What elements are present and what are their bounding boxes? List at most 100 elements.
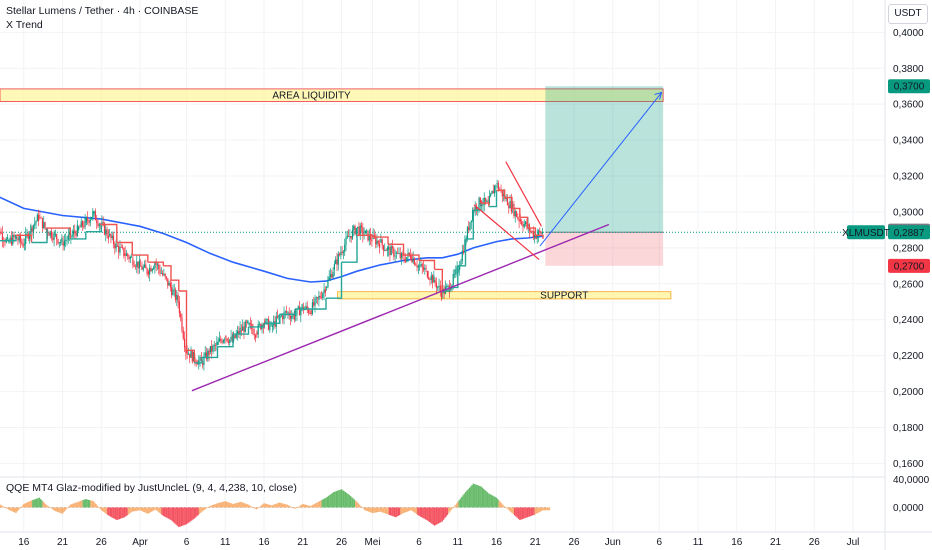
target-price-tag-text: 0,3700 bbox=[894, 82, 925, 93]
candle-body bbox=[28, 233, 31, 239]
qqe-histogram-bar bbox=[201, 507, 203, 512]
candle-body bbox=[136, 261, 138, 267]
candle-body bbox=[381, 239, 383, 246]
x-tick-label: 11 bbox=[453, 537, 464, 548]
qqe-histogram-bar bbox=[253, 507, 255, 509]
wedge-lower-line[interactable] bbox=[473, 204, 540, 261]
qqe-histogram-bar bbox=[117, 507, 119, 520]
projection-arrow[interactable] bbox=[539, 92, 662, 247]
candle-body bbox=[429, 279, 431, 280]
candle-body bbox=[93, 211, 95, 214]
qqe-histogram-bar bbox=[1, 505, 3, 508]
candle-body bbox=[173, 289, 175, 291]
qqe-histogram-bar bbox=[174, 507, 176, 524]
qqe-histogram-bar bbox=[442, 507, 445, 520]
qqe-histogram-bar bbox=[420, 507, 423, 518]
qqe-histogram-bar bbox=[458, 500, 460, 508]
qqe-histogram-bar bbox=[77, 501, 79, 508]
qqe-histogram-bar bbox=[83, 499, 86, 508]
qqe-histogram-bar bbox=[64, 507, 66, 511]
x-tick-label: 26 bbox=[336, 537, 348, 548]
candle-body bbox=[138, 260, 140, 269]
candle-body bbox=[524, 221, 527, 224]
y-tick-label: 0,2800 bbox=[893, 243, 924, 254]
qqe-histogram-bar bbox=[281, 503, 283, 508]
qqe-histogram-bar bbox=[457, 501, 459, 508]
qqe-histogram-bar bbox=[55, 507, 57, 512]
qqe-histogram-bar bbox=[211, 505, 214, 508]
candle-body bbox=[127, 253, 129, 257]
qqe-histogram-bar bbox=[12, 507, 15, 512]
qqe-histogram-bar bbox=[433, 507, 436, 526]
qqe-histogram-bar bbox=[290, 506, 292, 508]
qqe-histogram-bar bbox=[318, 501, 321, 508]
x-tick-label: Mei bbox=[364, 537, 380, 548]
candle-body bbox=[222, 340, 224, 343]
qqe-histogram-bar bbox=[480, 486, 482, 508]
qqe-histogram-bar bbox=[28, 501, 30, 508]
candle-body bbox=[506, 197, 509, 206]
qqe-histogram-bar bbox=[321, 499, 323, 508]
qqe-histogram-bar bbox=[419, 507, 421, 517]
x-trend-segment bbox=[488, 190, 498, 208]
qqe-histogram-bar bbox=[513, 507, 516, 516]
x-trend-segment bbox=[194, 357, 203, 364]
qqe-histogram-bar bbox=[309, 506, 312, 508]
qqe-histogram-bar bbox=[156, 507, 158, 511]
qqe-histogram-bar bbox=[396, 507, 398, 517]
currency-unit-button[interactable]: USDT bbox=[888, 4, 928, 24]
qqe-histogram-bar bbox=[241, 502, 243, 508]
candle-body bbox=[501, 189, 503, 197]
qqe-histogram-bar bbox=[59, 507, 61, 513]
profit-zone[interactable] bbox=[545, 86, 664, 233]
qqe-histogram-bar bbox=[334, 491, 336, 508]
candle-body bbox=[474, 205, 476, 212]
qqe-histogram-bar bbox=[426, 507, 428, 521]
qqe-histogram-bar bbox=[145, 507, 148, 514]
candle-body bbox=[353, 226, 355, 230]
drawings-layer[interactable] bbox=[191, 91, 663, 392]
candle-body bbox=[437, 286, 439, 288]
loss-zone[interactable] bbox=[545, 232, 664, 266]
wedge-upper-line[interactable] bbox=[505, 161, 542, 227]
candle-body bbox=[203, 356, 205, 366]
candle-body bbox=[71, 234, 73, 237]
candle-body bbox=[96, 220, 98, 224]
candle-body bbox=[158, 264, 160, 269]
candle-body bbox=[336, 259, 338, 265]
qqe-histogram-bar bbox=[238, 502, 241, 508]
candle-body bbox=[306, 306, 308, 310]
qqe-histogram-bar bbox=[132, 507, 135, 512]
qqe-histogram-bar bbox=[220, 502, 223, 508]
qqe-histogram-bar bbox=[331, 492, 334, 508]
qqe-histogram-bar bbox=[20, 506, 22, 508]
qqe-histogram-bar bbox=[225, 501, 228, 508]
x-tick-label: 21 bbox=[770, 537, 782, 548]
candle-body bbox=[483, 197, 485, 205]
candle-body bbox=[406, 257, 408, 262]
qqe-histogram-bar bbox=[206, 507, 208, 509]
qqe-histogram-bar bbox=[295, 507, 297, 509]
candle-body bbox=[462, 250, 465, 253]
long-position-tool[interactable] bbox=[0, 86, 885, 266]
symbol-tag bbox=[847, 225, 885, 240]
qqe-histogram-bar bbox=[476, 485, 478, 508]
candle-body bbox=[284, 311, 286, 313]
candle-body bbox=[8, 241, 10, 243]
candle-body bbox=[329, 274, 332, 277]
qqe-histogram-bar bbox=[325, 497, 327, 508]
qqe-histogram-bar bbox=[329, 494, 331, 508]
qqe-indicator-label: QQE MT4 Glaz-modified by JustUncleL (9, … bbox=[6, 482, 297, 494]
support-trendline[interactable] bbox=[191, 223, 610, 392]
qqe-histogram-bar bbox=[530, 507, 533, 516]
qqe-histogram-bar bbox=[335, 491, 338, 508]
qqe-histogram-bar bbox=[27, 502, 29, 508]
qqe-histogram-bar bbox=[184, 507, 186, 525]
candle-body bbox=[513, 204, 515, 217]
qqe-histogram-bar bbox=[413, 507, 415, 513]
qqe-histogram-bar bbox=[41, 500, 43, 508]
x-trend-segment bbox=[326, 262, 343, 299]
x-trend-segment bbox=[310, 298, 327, 310]
candle-body bbox=[497, 183, 500, 190]
